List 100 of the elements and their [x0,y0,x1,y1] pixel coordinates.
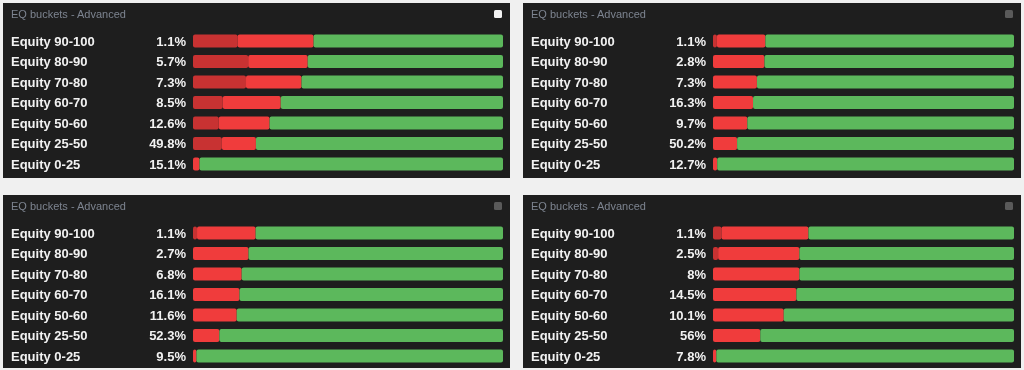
y-tick-label: Equity 90-100 [11,225,95,241]
text: 8.5% [156,95,187,111]
text: 1.1% [156,225,187,241]
text: EQ buckets - Advanced [531,200,646,212]
y-tick-label: Equity 80-90 [531,246,608,262]
bar [716,349,1014,363]
bar [193,34,238,48]
text: 12.6% [149,115,187,131]
text: 9.5% [156,348,187,364]
text: 1.1% [676,225,707,241]
text: 7.3% [676,74,707,90]
bar [713,75,757,89]
bar [713,34,717,48]
bar [713,226,722,240]
bar [237,34,314,48]
bar [765,34,1014,48]
bar [193,96,223,109]
y-tick-label: Equity 80-90 [11,54,88,70]
bar [193,288,240,301]
y-tick-label: Equity 60-70 [11,95,88,111]
bar [246,75,302,89]
y-tick-label: Equity 50-60 [11,115,88,131]
bar [713,288,797,301]
bar [193,75,247,89]
text: 7.8% [676,348,707,364]
text: 15.1% [149,156,187,172]
y-tick-label: Equity 80-90 [531,54,608,70]
bar [713,137,738,150]
bar [197,226,256,240]
bar [248,247,503,260]
bar [737,137,1014,150]
y-tick-label: Equity 90-100 [531,33,615,49]
bar [799,247,1014,260]
text: 11.6% [149,307,187,323]
bar [222,96,281,109]
text: 2.5% [676,246,707,262]
text: 5.7% [156,54,187,70]
bar [713,96,754,109]
bar [248,55,308,68]
y-tick-label: Equity 0-25 [11,156,81,172]
bar [193,267,242,281]
bar [808,226,1014,240]
bar [219,329,503,342]
text: EQ buckets - Advanced [11,8,126,20]
text: 2.7% [156,246,187,262]
bar [716,34,766,48]
bar [239,288,503,301]
text: EQ buckets - Advanced [11,200,126,212]
text: 50.2% [669,136,707,152]
bar [236,308,503,322]
text: 49.8% [149,136,187,152]
bar [796,288,1014,301]
bar [301,75,503,89]
text: 16.1% [149,287,187,303]
text: 2.8% [676,54,707,70]
bar [713,247,719,260]
bar [193,116,219,130]
text: 12.7% [669,156,707,172]
bar [199,157,503,171]
text: 9.7% [676,115,707,131]
bar [756,75,1014,89]
bar [221,137,256,150]
text: 1.1% [676,33,707,49]
bar [713,55,765,68]
y-tick-label: Equity 70-80 [11,266,88,282]
y-tick-label: Equity 80-90 [11,246,88,262]
text: 1.1% [156,33,187,49]
y-tick-label: Equity 50-60 [11,307,88,323]
bar [313,34,503,48]
text: 56% [679,328,707,344]
bar [799,267,1014,281]
y-tick-label: Equity 25-50 [531,328,608,344]
text: 6.8% [156,266,187,282]
bar [193,308,237,322]
y-tick-label: Equity 70-80 [531,266,608,282]
bar [713,116,748,130]
bar [713,267,800,281]
bar [241,267,503,281]
bar [193,226,198,240]
bar [193,247,249,260]
y-tick-label: Equity 25-50 [531,136,608,152]
y-tick-label: Equity 25-50 [11,328,88,344]
y-tick-label: Equity 50-60 [531,115,608,131]
bar [193,157,200,171]
bar [255,137,503,150]
bar [193,137,222,150]
bar [193,329,220,342]
text: 10.1% [669,307,707,323]
bar [760,329,1014,342]
text: 16.3% [669,95,707,111]
y-tick-label: Equity 70-80 [11,74,88,90]
bar [307,55,503,68]
text: 7.3% [156,74,187,90]
bar [713,308,784,322]
bar [196,349,503,363]
bar [721,226,809,240]
bar [255,226,503,240]
bar [717,157,1014,171]
bar [218,116,270,130]
bar [783,308,1014,322]
